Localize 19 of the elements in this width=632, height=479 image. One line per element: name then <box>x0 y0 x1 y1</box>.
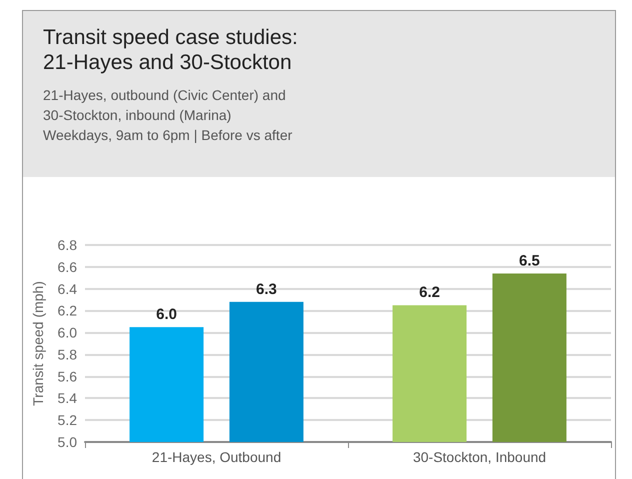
data-label: 6.5 <box>519 252 540 270</box>
x-tick-label: 30-Stockton, Inbound <box>412 449 546 465</box>
y-axis-title: Transit speed (mph) <box>30 281 46 406</box>
data-label: 6.0 <box>156 306 177 324</box>
data-label: 6.3 <box>256 280 277 298</box>
y-tick-label: 6.2 <box>58 302 78 319</box>
y-tick-label: 5.0 <box>58 434 78 450</box>
y-tick-label: 6.4 <box>58 280 78 297</box>
y-tick-label: 6.0 <box>58 324 78 341</box>
y-tick-label: 5.6 <box>58 368 78 384</box>
data-label: 6.2 <box>419 284 440 302</box>
chart-subtitle: 21-Hayes, outbound (Civic Center) and 30-Stockton, inbound (Marina) Weekdays, 9am to 6pm | Before vs after <box>43 86 294 145</box>
chart-title: Transit speed case studies: 21-Hayes and 30-Stockton <box>43 25 299 75</box>
y-tick-label: 5.8 <box>58 346 78 362</box>
y-tick-label: 6.6 <box>58 258 78 275</box>
y-tick-label: 5.4 <box>58 390 78 406</box>
x-tick-label: 21-Hayes, Outbound <box>152 449 282 465</box>
y-tick-label: 5.2 <box>58 412 78 428</box>
y-tick-label: 6.8 <box>58 237 78 253</box>
